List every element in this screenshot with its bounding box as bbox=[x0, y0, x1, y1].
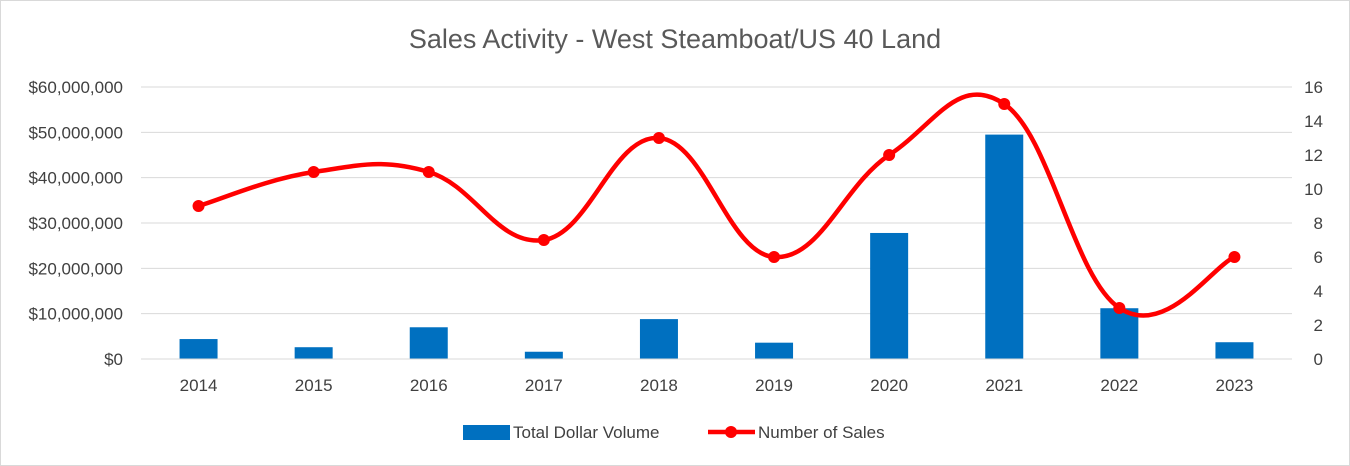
sales-point bbox=[998, 98, 1011, 110]
left-tick-label: $20,000,000 bbox=[28, 259, 123, 278]
bar bbox=[755, 342, 794, 359]
left-tick-label: $60,000,000 bbox=[28, 78, 123, 97]
right-tick-label: 4 bbox=[1314, 282, 1323, 301]
x-tick-label: 2022 bbox=[1100, 376, 1138, 395]
bar bbox=[639, 319, 678, 359]
x-tick-label: 2021 bbox=[985, 376, 1023, 395]
x-tick-label: 2015 bbox=[295, 376, 333, 395]
right-axis-ticks: 0 2 4 6 8 10 12 14 16 bbox=[1304, 78, 1323, 369]
x-tick-label: 2017 bbox=[525, 376, 563, 395]
x-tick-label: 2018 bbox=[640, 376, 678, 395]
sales-point bbox=[883, 149, 896, 161]
sales-point bbox=[192, 200, 205, 212]
left-tick-label: $40,000,000 bbox=[28, 169, 123, 188]
left-tick-label: $50,000,000 bbox=[28, 123, 123, 142]
right-tick-label: 0 bbox=[1314, 350, 1323, 369]
x-tick-label: 2016 bbox=[410, 376, 448, 395]
legend-label-total-dollar-volume: Total Dollar Volume bbox=[513, 423, 659, 442]
sales-line bbox=[196, 92, 1237, 318]
sales-point bbox=[1228, 251, 1241, 263]
sales-point bbox=[537, 234, 550, 246]
left-tick-label: $0 bbox=[104, 350, 123, 369]
bar-series bbox=[179, 134, 1254, 359]
line-series bbox=[192, 92, 1241, 318]
right-tick-label: 16 bbox=[1304, 78, 1323, 97]
bar bbox=[1100, 308, 1139, 359]
right-tick-label: 8 bbox=[1314, 214, 1323, 233]
x-tick-label: 2020 bbox=[870, 376, 908, 395]
sales-point bbox=[652, 132, 665, 144]
bar bbox=[294, 347, 333, 359]
bar bbox=[1215, 342, 1254, 359]
bar bbox=[409, 327, 448, 359]
right-tick-label: 14 bbox=[1304, 112, 1323, 131]
right-tick-label: 10 bbox=[1304, 180, 1323, 199]
x-tick-label: 2019 bbox=[755, 376, 793, 395]
bar bbox=[524, 351, 563, 359]
x-axis-ticks: 2014 2015 2016 2017 2018 2019 2020 2021 2022 2023 bbox=[180, 376, 1254, 395]
left-axis-ticks: $0 $10,000,000 $20,000,000 $30,000,000 $40,0… bbox=[28, 78, 123, 369]
gridlines bbox=[141, 86, 1292, 315]
legend-label-number-of-sales: Number of Sales bbox=[758, 423, 885, 442]
right-tick-label: 2 bbox=[1314, 316, 1323, 335]
legend-swatch-total-dollar-volume bbox=[463, 425, 510, 440]
legend-marker-number-of-sales bbox=[725, 426, 737, 438]
chart-title: Sales Activity - West Steamboat/US 40 La… bbox=[409, 24, 941, 54]
right-tick-label: 6 bbox=[1314, 248, 1323, 267]
bar bbox=[985, 134, 1024, 359]
sales-point bbox=[1113, 302, 1126, 314]
bar bbox=[870, 232, 909, 359]
x-tick-label: 2023 bbox=[1216, 376, 1254, 395]
x-tick-label: 2014 bbox=[180, 376, 218, 395]
left-tick-label: $10,000,000 bbox=[28, 305, 123, 324]
left-tick-label: $30,000,000 bbox=[28, 214, 123, 233]
right-tick-label: 12 bbox=[1304, 146, 1323, 165]
bar bbox=[179, 339, 218, 359]
sales-point bbox=[768, 251, 781, 263]
sales-point bbox=[422, 166, 435, 178]
legend: Total Dollar Volume Number of Sales bbox=[463, 423, 885, 442]
sales-point bbox=[307, 166, 320, 178]
